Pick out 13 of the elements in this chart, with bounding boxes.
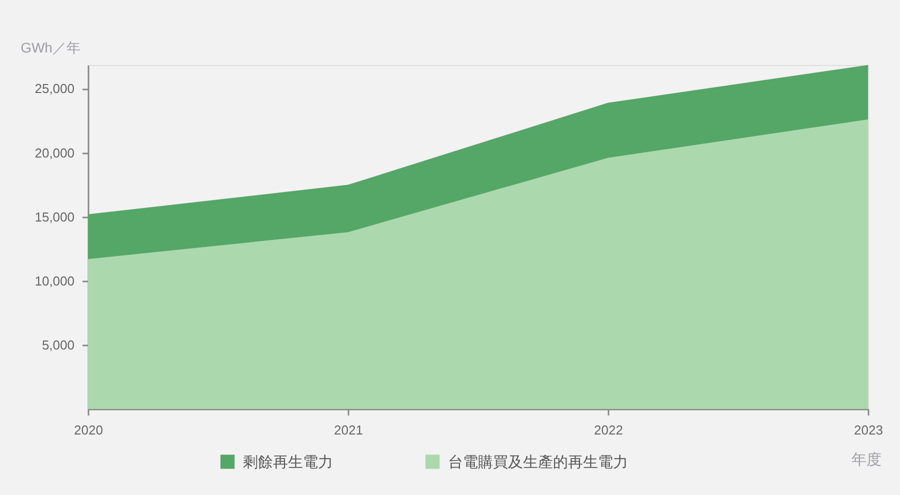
y-axis-title: GWh／年 bbox=[20, 40, 80, 56]
x-tick-label: 2022 bbox=[594, 422, 623, 438]
legend-label: 剩餘再生電力 bbox=[243, 454, 333, 471]
y-tick-label: 25,000 bbox=[34, 81, 74, 96]
y-tick-label: 20,000 bbox=[34, 145, 74, 160]
y-tick-label: 15,000 bbox=[34, 209, 74, 224]
x-axis-title: 年度 bbox=[852, 452, 882, 468]
y-tick-label: 10,000 bbox=[34, 273, 74, 288]
x-tick-label: 2021 bbox=[334, 422, 363, 438]
legend-label: 台電購買及生產的再生電力 bbox=[448, 454, 628, 471]
x-tick-label: 2023 bbox=[854, 422, 883, 438]
y-tick-label: 5,000 bbox=[42, 337, 74, 352]
x-tick-label: 2020 bbox=[74, 422, 103, 438]
